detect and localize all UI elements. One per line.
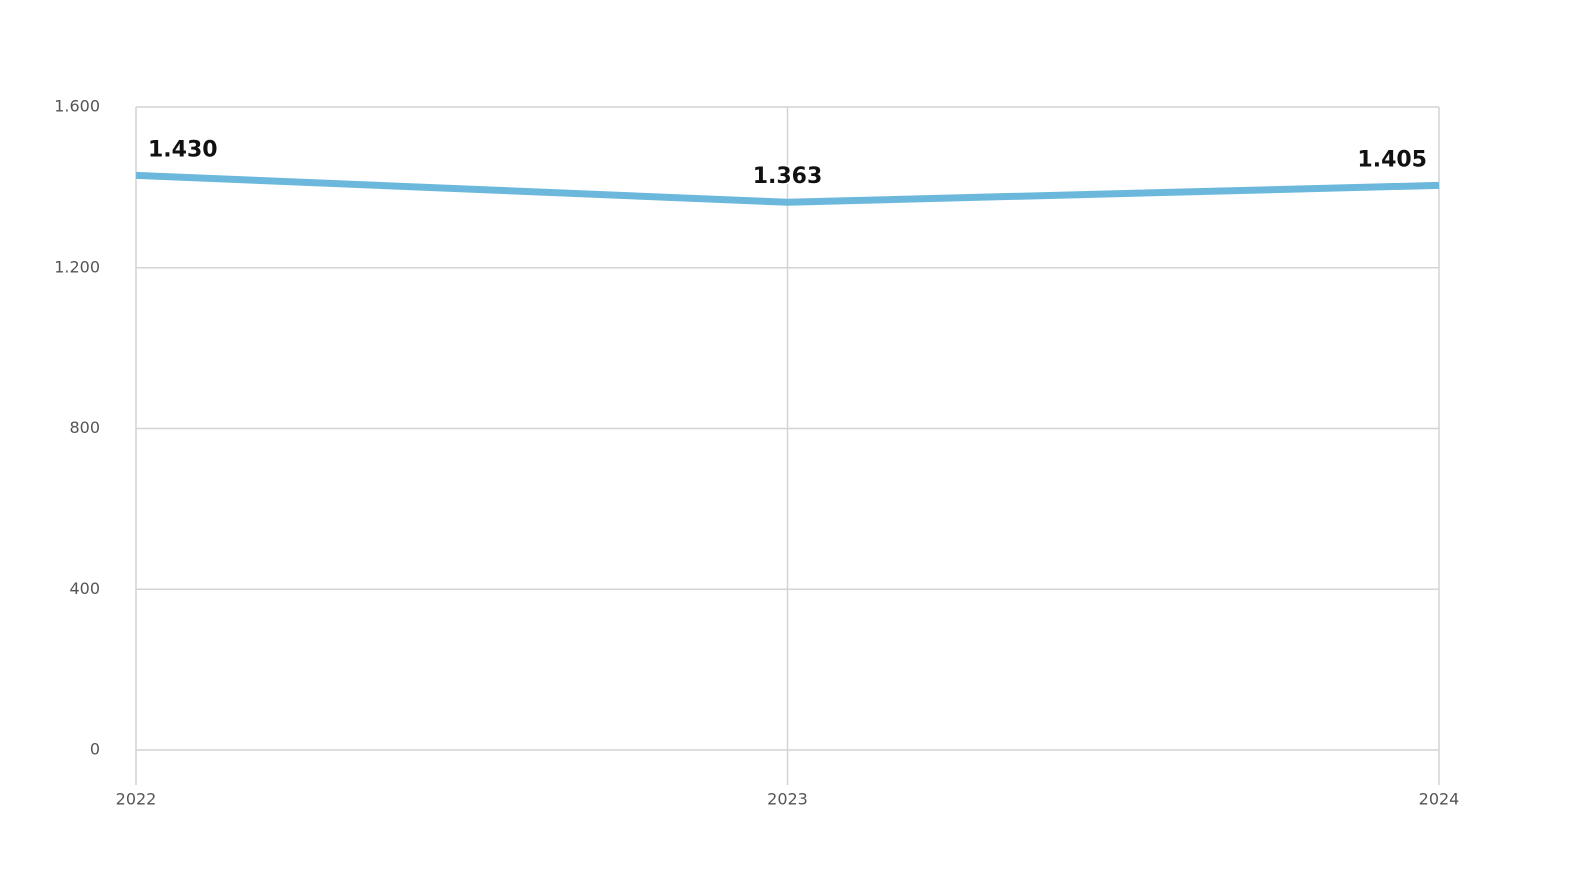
y-tick-label: 1.600 [54, 97, 100, 116]
x-tick-label: 2024 [1419, 790, 1460, 809]
y-tick-label: 400 [69, 579, 100, 598]
y-tick-label: 0 [90, 740, 100, 759]
y-tick-label: 1.200 [54, 257, 100, 276]
x-tick-label: 2022 [116, 790, 157, 809]
line [135, 171, 1440, 206]
x-tick-label: 2023 [767, 790, 808, 809]
data-label: 1.405 [1357, 147, 1427, 172]
y-tick-label: 800 [69, 418, 100, 437]
data-label: 1.363 [753, 164, 823, 189]
data-label: 1.430 [148, 137, 218, 162]
